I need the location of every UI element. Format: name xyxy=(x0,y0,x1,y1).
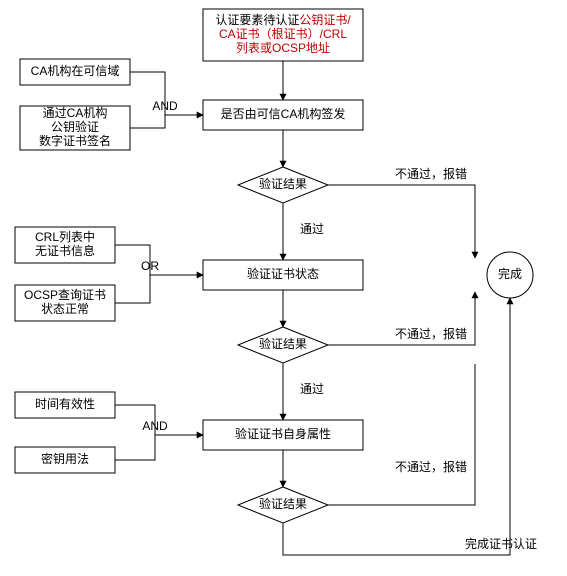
gate-label: AND xyxy=(152,99,178,113)
edge xyxy=(115,245,150,303)
node-sA2: 通过CA机构公钥验证数字证书签名 xyxy=(20,105,130,150)
gate-label: AND xyxy=(142,419,168,433)
gate-label: OR xyxy=(141,259,159,273)
node-label-sB1: CRL列表中无证书信息 xyxy=(35,229,95,258)
node-d2: 验证结果 xyxy=(238,327,328,363)
node-label-p1: 是否由可信CA机构签发 xyxy=(221,106,346,121)
node-label-sC1: 时间有效性 xyxy=(35,396,95,411)
nodes-layer: 认证要素待认证公钥证书/CA证书（根证书）/CRL列表或OCSP地址是否由可信C… xyxy=(15,9,533,523)
edge-label: 完成证书认证 xyxy=(465,536,537,551)
node-start: 认证要素待认证公钥证书/CA证书（根证书）/CRL列表或OCSP地址 xyxy=(203,9,363,61)
node-label-done: 完成 xyxy=(498,266,522,281)
node-d3: 验证结果 xyxy=(238,487,328,523)
node-sA1: CA机构在可信域 xyxy=(20,59,130,85)
edge-label: 不通过，报错 xyxy=(395,326,467,341)
node-done: 完成 xyxy=(487,252,533,298)
node-p3: 验证证书自身属性 xyxy=(203,420,363,450)
edge-label: 通过 xyxy=(300,222,324,236)
node-p2: 验证证书状态 xyxy=(203,260,363,290)
node-label-d2: 验证结果 xyxy=(259,336,307,351)
edges-layer: 通过通过不通过，报错不通过，报错不通过，报错完成证书认证ANDORAND xyxy=(115,61,537,555)
node-label-p2: 验证证书状态 xyxy=(247,266,319,281)
edge xyxy=(150,274,203,275)
node-sC1: 时间有效性 xyxy=(15,392,115,418)
node-label-p3: 验证证书自身属性 xyxy=(235,426,331,441)
flowchart-canvas: 通过通过不通过，报错不通过，报错不通过，报错完成证书认证ANDORAND认证要素… xyxy=(0,0,567,576)
node-sB2: OCSP查询证书状态正常 xyxy=(15,285,115,321)
node-d1: 验证结果 xyxy=(238,167,328,203)
edge-label: 不通过，报错 xyxy=(395,459,467,474)
node-label-d3: 验证结果 xyxy=(259,496,307,511)
node-label-d1: 验证结果 xyxy=(259,176,307,191)
node-label-sA1: CA机构在可信域 xyxy=(31,63,120,78)
node-sB1: CRL列表中无证书信息 xyxy=(15,227,115,263)
edge-label: 不通过，报错 xyxy=(395,166,467,181)
node-p1: 是否由可信CA机构签发 xyxy=(203,100,363,130)
node-label-sC2: 密钥用法 xyxy=(41,451,89,466)
edge-label: 通过 xyxy=(300,382,324,396)
edge xyxy=(328,185,475,258)
node-sC2: 密钥用法 xyxy=(15,447,115,473)
